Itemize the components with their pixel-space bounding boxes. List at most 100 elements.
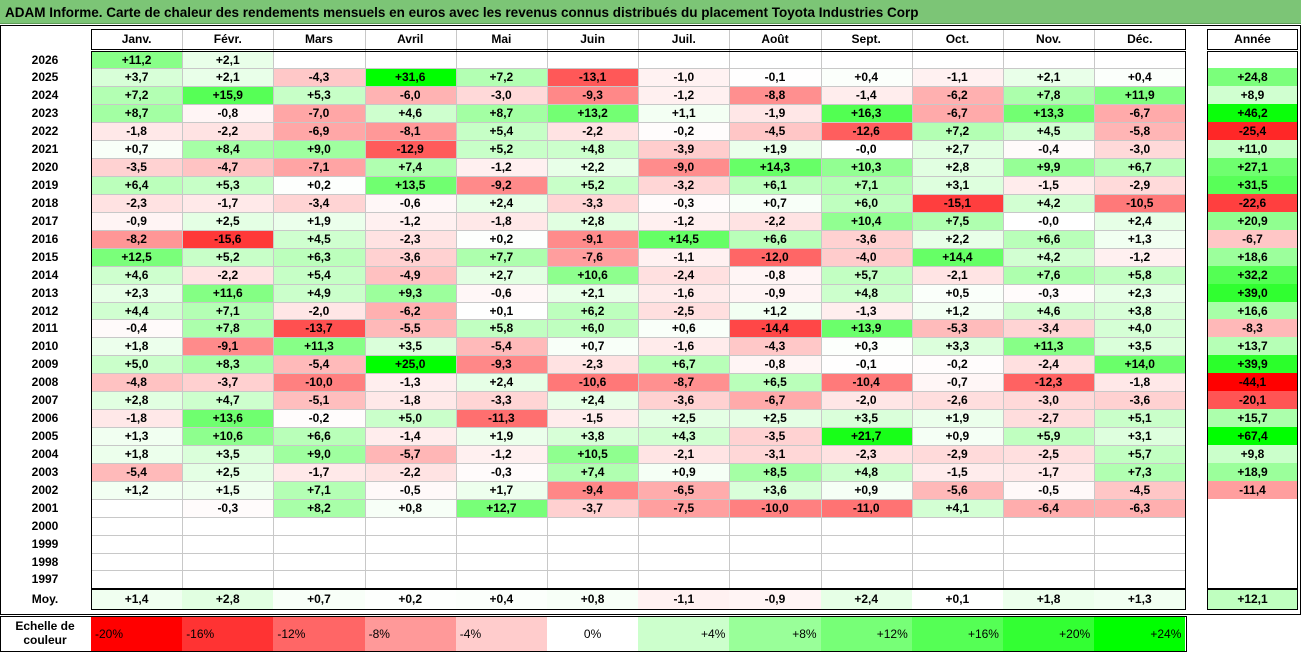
year-label: 2010: [31, 339, 59, 354]
heatmap-cell: -9,2: [455, 176, 547, 194]
heatmap-cell: -1,8: [91, 122, 183, 141]
year-label: 2013: [31, 285, 59, 300]
color-scale-label: Echelle de couleur: [15, 619, 75, 647]
annual-cell: -20,1: [1207, 391, 1298, 410]
heatmap-cell: -0,3: [638, 193, 730, 212]
heatmap-cell: +3,8: [1094, 301, 1186, 320]
heatmap-cell: -3,2: [638, 176, 730, 194]
heatmap-cell: +7,8: [1003, 86, 1095, 105]
year-label: 2017: [31, 213, 59, 228]
heatmap-cell: -0,5: [1003, 480, 1095, 499]
heatmap-cell: +6,7: [1094, 158, 1186, 176]
heatmap-cell: [729, 552, 821, 571]
heatmap-cell: -0,6: [364, 193, 456, 212]
heatmap-cell: -13,7: [273, 319, 365, 338]
heatmap-cell: +9,3: [364, 283, 456, 302]
annual-cell: +8,9: [1207, 86, 1298, 105]
heatmap-cell: [911, 570, 1003, 589]
heatmap-cell: +8,7: [455, 104, 547, 123]
heatmap-cell: -11,3: [455, 409, 547, 428]
heatmap-cell: [638, 534, 730, 553]
heatmap-cell: -10,5: [1094, 193, 1186, 212]
heatmap-cell: +4,2: [1003, 193, 1095, 212]
average-cell: +2,8: [182, 589, 274, 609]
heatmap-cell: +2,5: [182, 211, 274, 230]
heatmap-cell: +11,6: [182, 283, 274, 302]
heatmap-cell: [1094, 516, 1186, 535]
heatmap-cell: -15,6: [182, 229, 274, 248]
heatmap-cell: -0,5: [364, 480, 456, 499]
heatmap-cell: -3,4: [273, 193, 365, 212]
heatmap-cell: +5,2: [455, 140, 547, 159]
year-label: 2006: [31, 411, 59, 426]
heatmap-cell: [364, 552, 456, 571]
heatmap-cell: +6,4: [91, 176, 183, 194]
heatmap-cell: -3,6: [364, 247, 456, 266]
heatmap-cell: +3,6: [729, 480, 821, 499]
heatmap-cell: +1,3: [91, 427, 183, 445]
heatmap-cell: -2,2: [729, 211, 821, 230]
heatmap-cell: +6,1: [729, 176, 821, 194]
heatmap-cell: [91, 498, 183, 517]
heatmap-cell: +6,3: [273, 247, 365, 266]
heatmap-cell: +5,4: [455, 122, 547, 141]
color-scale-step: +16%: [911, 617, 1003, 651]
heatmap-cell: +7,6: [1003, 265, 1095, 284]
heatmap-cell: -2,9: [1094, 176, 1186, 194]
heatmap-cell: +4,8: [820, 462, 912, 481]
average-cell: +0,4: [455, 589, 547, 609]
annual-cell: +31,5: [1207, 176, 1298, 194]
heatmap-cell: [91, 552, 183, 571]
grid-line: [91, 176, 1186, 177]
heatmap-cell: +0,4: [820, 68, 912, 87]
heatmap-cell: -3,5: [91, 158, 183, 176]
year-label: 2005: [31, 429, 59, 444]
heatmap-cell: +1,5: [182, 480, 274, 499]
heatmap-cell: -2,9: [911, 444, 1003, 463]
month-header: Juil.: [671, 32, 696, 46]
heatmap-cell: -1,2: [1094, 247, 1186, 266]
heatmap-cell: +2,5: [182, 462, 274, 481]
heatmap-cell: +0,4: [1094, 68, 1186, 87]
heatmap-cell: [729, 534, 821, 553]
annual-cell: [1207, 570, 1298, 589]
grid-line: [91, 391, 1186, 393]
year-label: 2024: [31, 88, 59, 103]
average-cell: +0,7: [273, 589, 365, 609]
grid-line: [91, 104, 1186, 106]
annual-cell: +18,9: [1207, 462, 1298, 481]
heatmap-cell: -14,4: [729, 319, 821, 338]
annual-cell: +39,9: [1207, 355, 1298, 374]
heatmap-cell: -1,8: [455, 211, 547, 230]
heatmap-cell: [547, 516, 639, 535]
heatmap-cell: -0,1: [820, 355, 912, 374]
heatmap-cell: -0,8: [729, 355, 821, 374]
heatmap-cell: -3,6: [1094, 391, 1186, 410]
heatmap-cell: -1,5: [911, 462, 1003, 481]
heatmap-cell: [911, 516, 1003, 535]
heatmap-cell: -3,3: [455, 391, 547, 410]
heatmap-cell: -3,1: [729, 444, 821, 463]
heatmap-cell: [364, 50, 456, 69]
heatmap-cell: -2,3: [820, 444, 912, 463]
heatmap-cell: -1,5: [547, 409, 639, 428]
grid-line: [91, 373, 1186, 375]
grid-line: [91, 444, 1186, 446]
heatmap-cell: +11,2: [91, 50, 183, 69]
heatmap-cell: +6,5: [729, 373, 821, 392]
heatmap-cell: +8,5: [729, 462, 821, 481]
heatmap-cell: +5,8: [1094, 265, 1186, 284]
heatmap-cell: +6,6: [729, 229, 821, 248]
heatmap-cell: -1,2: [364, 211, 456, 230]
heatmap-cell: -1,1: [638, 247, 730, 266]
year-label: 2018: [31, 195, 59, 210]
heatmap-cell: [455, 534, 547, 553]
heatmap-cell: [273, 534, 365, 553]
heatmap-cell: -1,1: [911, 68, 1003, 87]
heatmap-cell: -5,1: [273, 391, 365, 410]
heatmap-cell: -12,0: [729, 247, 821, 266]
heatmap-cell: +6,0: [820, 193, 912, 212]
heatmap-cell: +3,5: [364, 337, 456, 356]
heatmap-cell: +21,7: [820, 427, 912, 445]
heatmap-cell: -3,0: [1003, 391, 1095, 410]
